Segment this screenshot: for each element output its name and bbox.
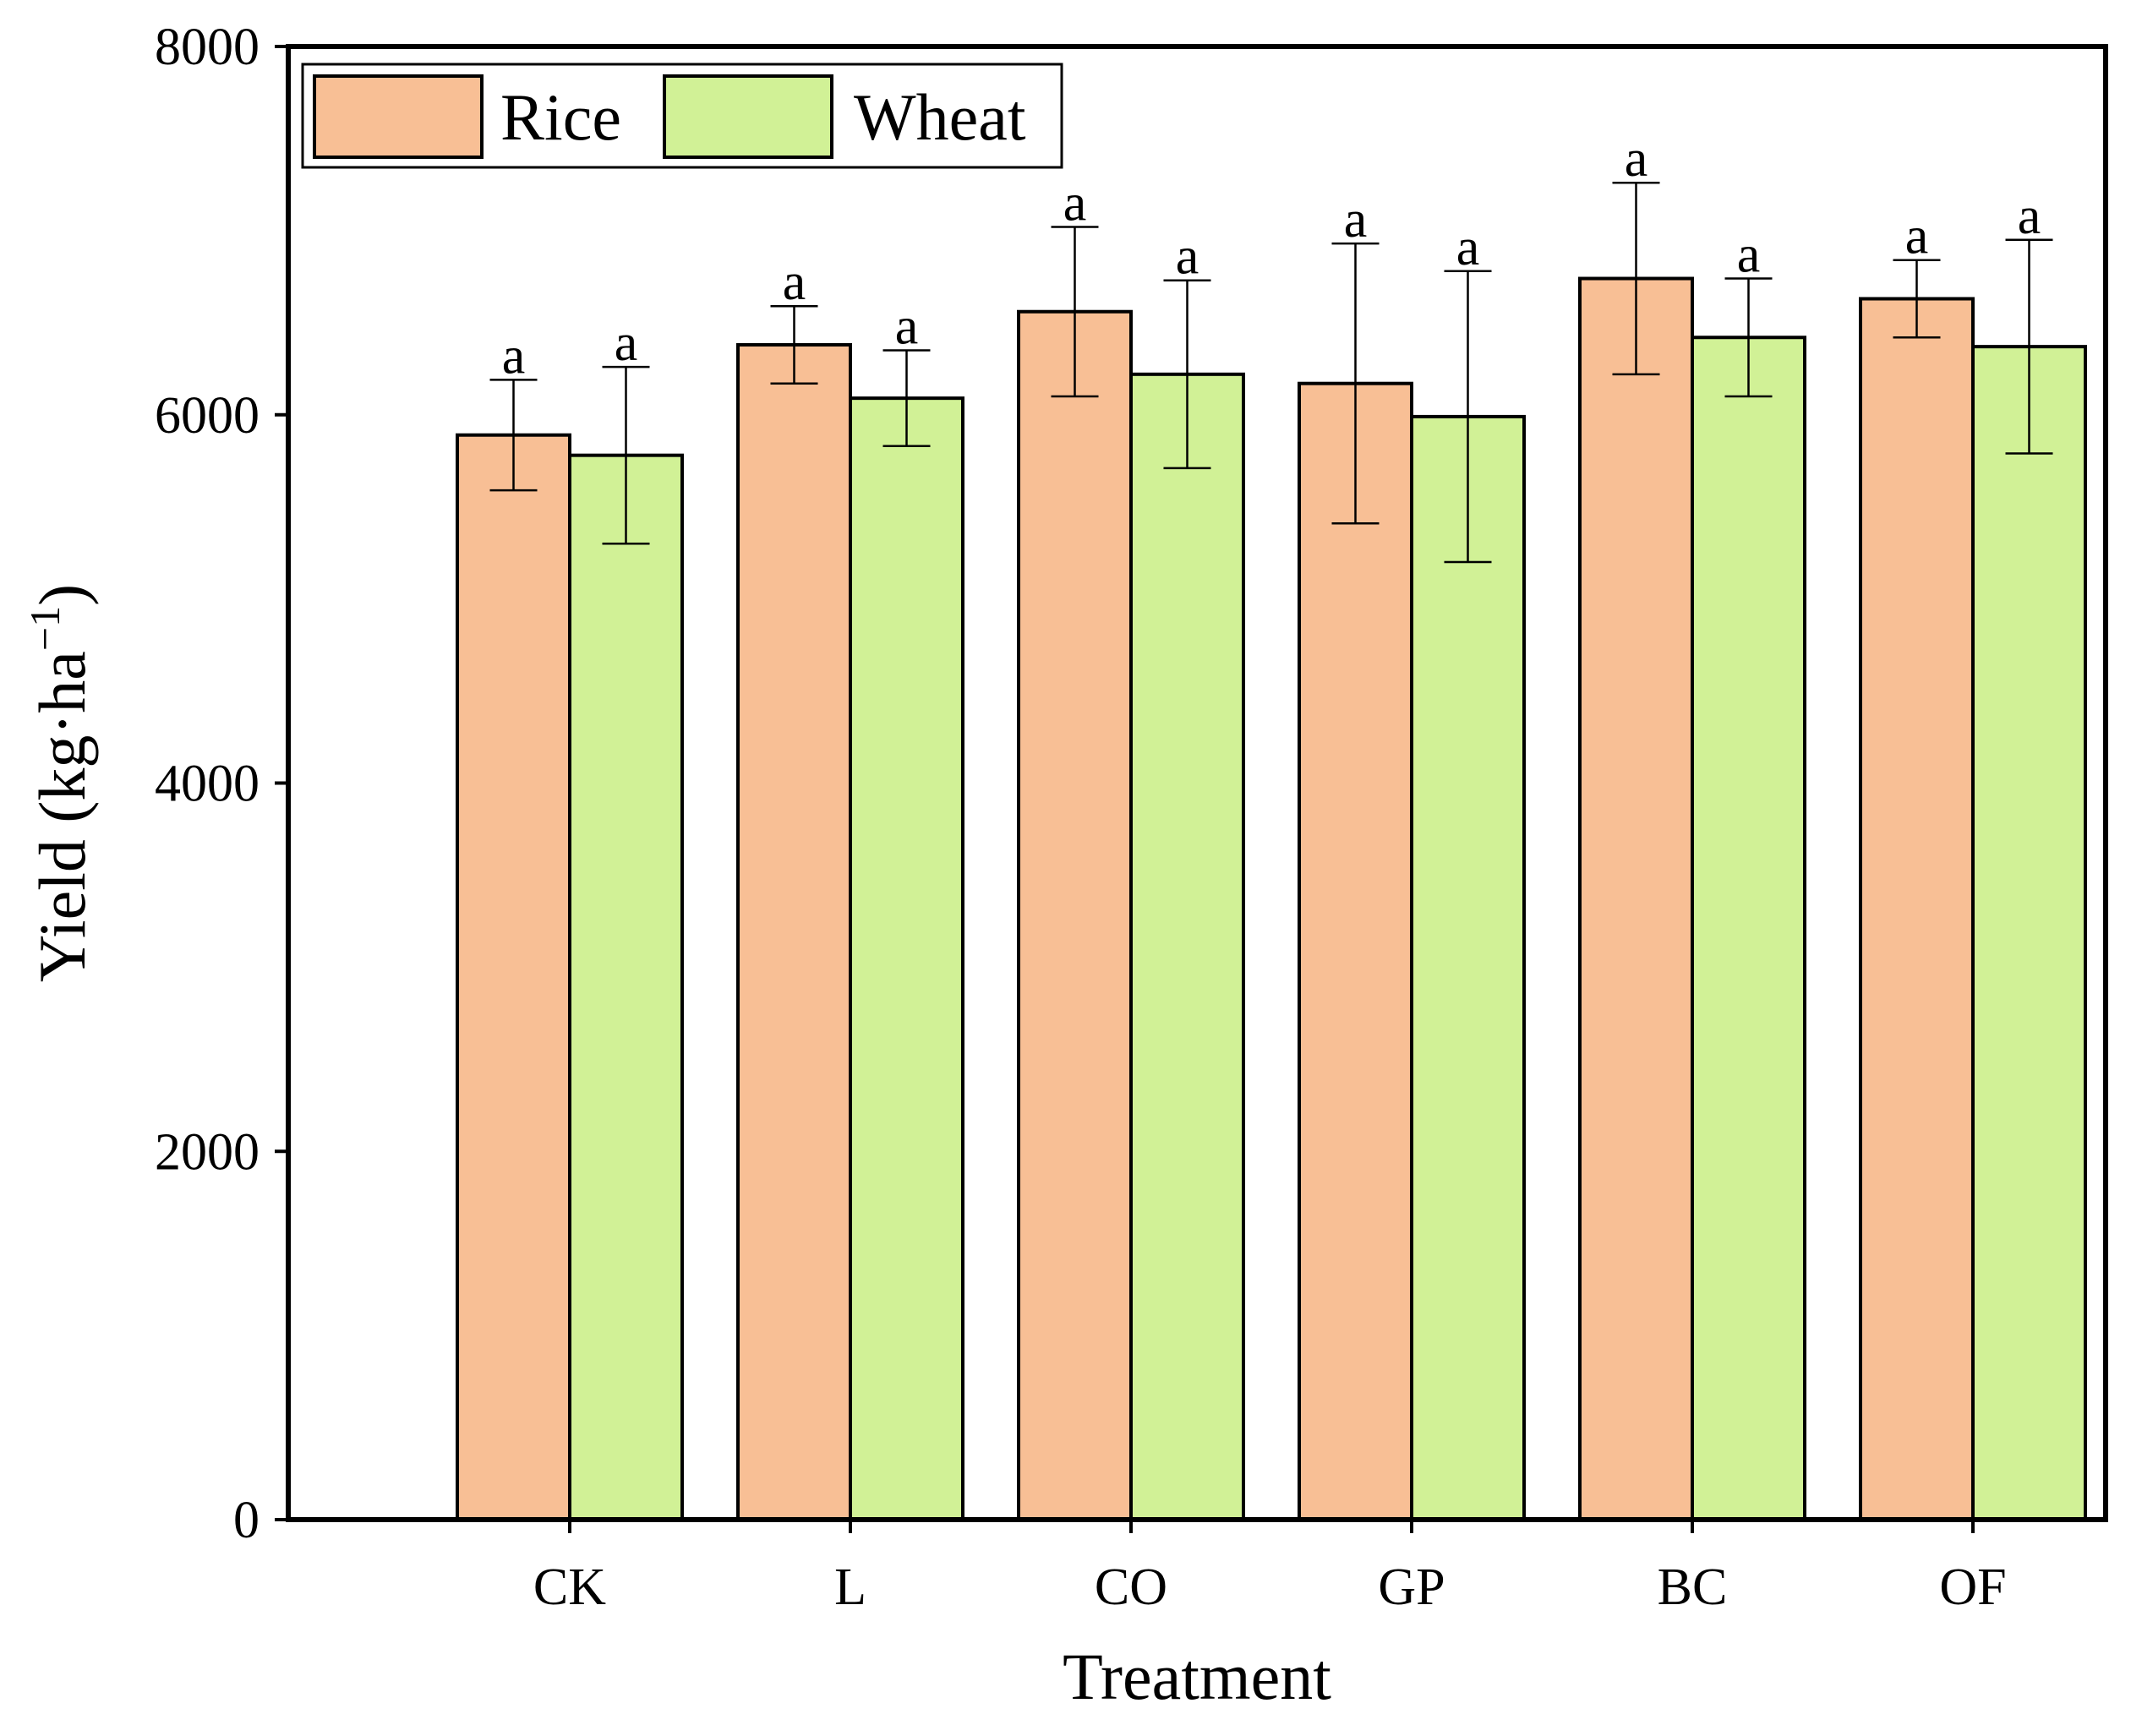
significance-label: a — [1905, 208, 1929, 265]
x-tick-label: BC — [1658, 1559, 1728, 1616]
bar-wheat-of — [1971, 345, 2087, 1522]
legend: Rice Wheat — [301, 63, 1063, 169]
y-tick-label: 6000 — [155, 387, 260, 445]
significance-label: a — [783, 254, 806, 311]
bar-rice-of — [1859, 297, 1975, 1521]
axis-ticks-layer: 0 2000 4000 6000 8000 CK L CO GP BC OF — [155, 19, 2007, 1616]
legend-swatch-wheat — [663, 74, 833, 159]
bar-rice-l — [736, 342, 852, 1521]
significance-label: a — [1456, 219, 1480, 276]
significance-label: a — [1737, 227, 1761, 284]
x-tick-label: GP — [1378, 1559, 1445, 1616]
bar-rice-co — [1017, 309, 1133, 1521]
bar-wheat-gp — [1410, 414, 1526, 1522]
bar-wheat-l — [849, 396, 964, 1521]
y-tick-label: 2000 — [155, 1123, 260, 1181]
significance-label: a — [615, 314, 638, 372]
y-axis-title-main: Yield (kg·ha — [25, 651, 99, 982]
significance-label: a — [1176, 228, 1199, 286]
legend-label-rice: Rice — [500, 80, 621, 154]
bar-wheat-co — [1129, 372, 1245, 1521]
y-axis-title: Yield (kg·ha−1) — [21, 584, 99, 982]
legend-label-wheat: Wheat — [854, 80, 1026, 154]
bars-layer — [456, 276, 2087, 1522]
y-axis-title-close: ) — [25, 584, 99, 606]
significance-label: a — [2018, 188, 2041, 245]
bar-rice-gp — [1298, 381, 1413, 1521]
y-tick-label: 8000 — [155, 19, 260, 76]
bar-wheat-ck — [568, 453, 684, 1521]
error-bars-layer — [489, 181, 2053, 564]
legend-swatch-rice — [313, 74, 484, 159]
y-axis-title-superscript: −1 — [21, 606, 68, 651]
x-tick-label: CK — [533, 1559, 606, 1616]
bar-rice-bc — [1578, 276, 1694, 1522]
x-axis-title: Treatment — [1063, 1640, 1331, 1713]
significance-labels-layer: a a a a a a a a a a a a — [502, 130, 2041, 385]
significance-label: a — [1344, 191, 1368, 248]
significance-label: a — [502, 327, 526, 385]
significance-label: a — [1625, 130, 1648, 188]
significance-label: a — [895, 298, 919, 355]
x-tick-label: OF — [1939, 1559, 2006, 1616]
bar-wheat-bc — [1691, 336, 1806, 1521]
x-tick-label: L — [834, 1559, 866, 1616]
y-tick-label: 4000 — [155, 756, 260, 813]
significance-label: a — [1063, 175, 1087, 232]
bar-rice-ck — [456, 433, 571, 1521]
x-tick-label: CO — [1095, 1559, 1167, 1616]
y-tick-label: 0 — [233, 1492, 260, 1549]
